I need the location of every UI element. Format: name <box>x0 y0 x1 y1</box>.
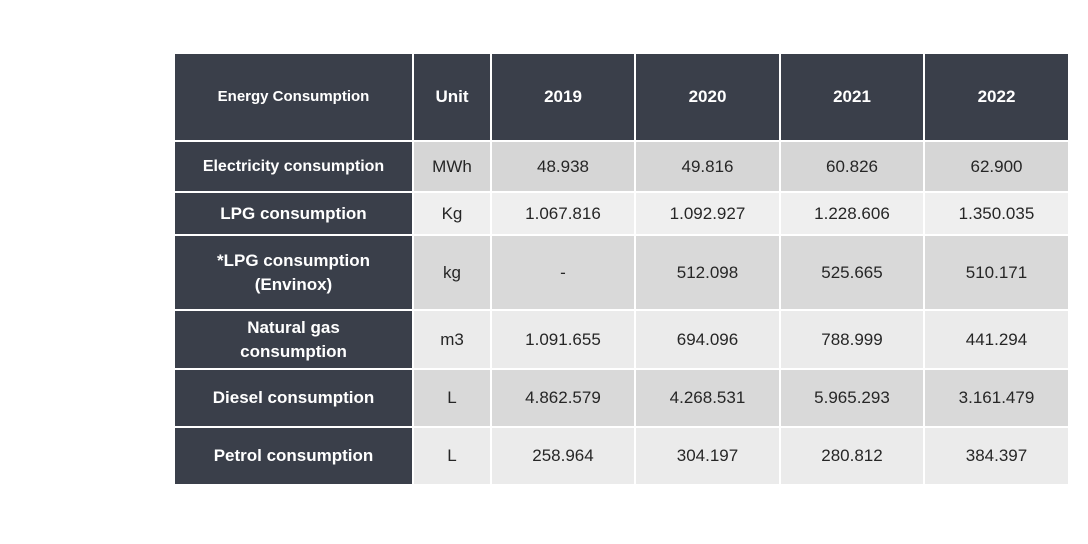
header-row: Energy Consumption Unit 2019 2020 2021 2… <box>173 52 1070 142</box>
energy-consumption-table: Energy Consumption Unit 2019 2020 2021 2… <box>173 52 1070 486</box>
value-cell: 5.965.293 <box>779 368 925 428</box>
unit-cell: m3 <box>412 309 492 370</box>
value-cell: 4.268.531 <box>634 368 781 428</box>
row-label-diesel: Diesel consumption <box>173 368 414 428</box>
row-label-lpg: LPG consumption <box>173 191 414 236</box>
value-cell: 1.092.927 <box>634 191 781 236</box>
value-cell: 304.197 <box>634 426 781 486</box>
value-cell: 48.938 <box>490 140 636 193</box>
row-label-electricity: Electricity consumption <box>173 140 414 193</box>
table-row: LPG consumption Kg 1.067.816 1.092.927 1… <box>173 191 1070 236</box>
value-cell: 384.397 <box>923 426 1070 486</box>
value-cell: 62.900 <box>923 140 1070 193</box>
value-cell: 1.067.816 <box>490 191 636 236</box>
value-cell: 525.665 <box>779 234 925 311</box>
value-cell: 258.964 <box>490 426 636 486</box>
value-cell: 441.294 <box>923 309 1070 370</box>
value-cell: 4.862.579 <box>490 368 636 428</box>
value-cell: 1.350.035 <box>923 191 1070 236</box>
header-unit: Unit <box>412 52 492 142</box>
row-label-line-1: Natural gas <box>247 317 340 337</box>
header-year-2020: 2020 <box>634 52 781 142</box>
row-label-line-1: *LPG consumption <box>217 250 370 270</box>
value-cell: 694.096 <box>634 309 781 370</box>
value-cell: 510.171 <box>923 234 1070 311</box>
table-row: *LPG consumption (Envinox) kg - 512.098 … <box>173 234 1070 311</box>
value-cell: 60.826 <box>779 140 925 193</box>
value-cell: 788.999 <box>779 309 925 370</box>
value-cell: 512.098 <box>634 234 781 311</box>
value-cell: 1.228.606 <box>779 191 925 236</box>
table-row: Natural gas consumption m3 1.091.655 694… <box>173 309 1070 370</box>
table-row: Electricity consumption MWh 48.938 49.81… <box>173 140 1070 193</box>
table-row: Diesel consumption L 4.862.579 4.268.531… <box>173 368 1070 428</box>
value-cell: 280.812 <box>779 426 925 486</box>
value-cell: 3.161.479 <box>923 368 1070 428</box>
header-year-2022: 2022 <box>923 52 1070 142</box>
unit-cell: L <box>412 426 492 486</box>
header-energy-consumption: Energy Consumption <box>173 52 414 142</box>
unit-cell: L <box>412 368 492 428</box>
unit-cell: kg <box>412 234 492 311</box>
row-label-lpg-envinox: *LPG consumption (Envinox) <box>173 234 414 311</box>
value-cell: 49.816 <box>634 140 781 193</box>
row-label-petrol: Petrol consumption <box>173 426 414 486</box>
value-cell: 1.091.655 <box>490 309 636 370</box>
unit-cell: Kg <box>412 191 492 236</box>
header-year-2019: 2019 <box>490 52 636 142</box>
row-label-natural-gas: Natural gas consumption <box>173 309 414 370</box>
row-label-line-2: consumption <box>240 341 347 361</box>
header-year-2021: 2021 <box>779 52 925 142</box>
value-cell: - <box>490 234 636 311</box>
unit-cell: MWh <box>412 140 492 193</box>
table-row: Petrol consumption L 258.964 304.197 280… <box>173 426 1070 486</box>
row-label-line-2: (Envinox) <box>254 274 333 294</box>
